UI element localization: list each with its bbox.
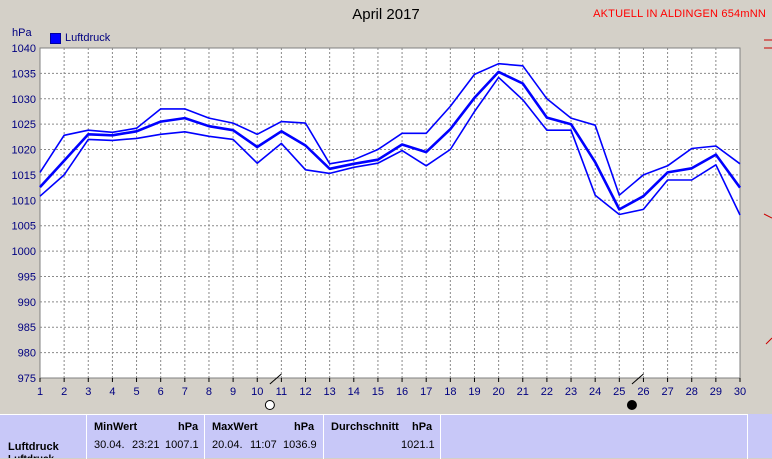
y-tick-label: 1010	[12, 195, 36, 207]
stats-label-cell: Luftdruck	[0, 414, 87, 459]
x-tick-label: 4	[109, 386, 115, 398]
y-axis-label: hPa	[12, 27, 32, 39]
min-unit: hPa	[178, 421, 199, 433]
max-header: MaxWert	[212, 421, 258, 433]
series-min-line	[39, 76, 741, 216]
y-tick-label: 995	[18, 271, 36, 283]
x-tick-label: 30	[734, 386, 746, 398]
x-tick-label: 17	[420, 386, 432, 398]
avg-unit: hPa	[412, 421, 433, 433]
legend-label: Luftdruck	[65, 32, 111, 44]
min-date: 30.04.	[94, 439, 125, 451]
new-moon-icon	[626, 400, 637, 410]
y-tick-label: 1000	[12, 246, 36, 258]
chart-title: April 2017	[352, 6, 420, 23]
station-label: AKTUELL IN ALDINGEN 654mNN	[593, 8, 766, 20]
y-tick-label: 1020	[12, 145, 36, 157]
x-tick-label: 27	[661, 386, 673, 398]
full-moon-icon	[264, 400, 275, 410]
marker-tick	[631, 373, 644, 385]
x-tick-label: 3	[85, 386, 91, 398]
y-tick-label: 1040	[12, 43, 36, 55]
y-tick-label: 1005	[12, 221, 36, 233]
max-date: 20.04.	[212, 439, 243, 451]
stats-min-cell: MinWert hPa 30.04. 23:21 1007.1	[87, 414, 205, 459]
x-tick-label: 25	[613, 386, 625, 398]
x-tick-label: 16	[396, 386, 408, 398]
stats-empty-cell	[441, 414, 748, 459]
marker-tick	[269, 373, 282, 385]
x-tick-label: 2	[61, 386, 67, 398]
y-tick-label: 985	[18, 322, 36, 334]
grid	[39, 48, 741, 382]
x-tick-label: 29	[710, 386, 722, 398]
x-tick-label: 6	[158, 386, 164, 398]
x-tick-label: 26	[637, 386, 649, 398]
stats-max-cell: MaxWert hPa 20.04. 11:07 1036.9	[205, 414, 324, 459]
max-time: 11:07	[250, 439, 277, 451]
series-mean-line	[39, 70, 742, 211]
stats-avg-cell: Durchschnitt hPa 1021.1	[324, 414, 441, 459]
x-tick-label: 10	[251, 386, 263, 398]
y-tick-label: 975	[18, 373, 36, 385]
y-tick-label: 1030	[12, 94, 36, 106]
x-tick-label: 28	[686, 386, 698, 398]
x-tick-label: 12	[299, 386, 311, 398]
series-max-line	[39, 62, 741, 196]
moon-markers	[264, 373, 644, 410]
avg-value: 1021.1	[401, 439, 435, 451]
stats-table: Luftdruck MinWert hPa 30.04. 23:21 1007.…	[0, 414, 772, 459]
x-tick-label: 9	[230, 386, 236, 398]
y-tick-label: 1015	[12, 170, 36, 182]
y-tick-label: 980	[18, 348, 36, 360]
x-tick-label: 23	[565, 386, 577, 398]
max-value: 1036.9	[283, 439, 317, 451]
x-tick-label: 15	[372, 386, 384, 398]
min-value: 1007.1	[165, 439, 199, 451]
y-tick-label: 1035	[12, 68, 36, 80]
x-tick-label: 5	[133, 386, 139, 398]
x-tick-label: 7	[182, 386, 188, 398]
x-tick-label: 13	[324, 386, 336, 398]
x-tick-label: 11	[276, 386, 287, 398]
y-tick-labels: 975 980 985 990 995 1000 1005 1010 1015 1020 1025 1…	[12, 43, 36, 385]
chart: 9759809859909951000100510101015102010251…	[12, 27, 772, 410]
x-tick-label: 18	[444, 386, 456, 398]
min-header: MinWert	[94, 421, 138, 433]
x-tick-label: 8	[206, 386, 212, 398]
x-tick-label: 21	[517, 386, 529, 398]
plot-background	[39, 47, 741, 379]
x-tick-labels: 1 2 3 4 5 6 7 8 9 10 11 12 13 14 15 16 17 18 19 20 21 22 23 24 2…	[37, 386, 746, 398]
x-tick-label: 24	[589, 386, 601, 398]
series-lines	[39, 62, 742, 216]
x-tick-label: 19	[468, 386, 480, 398]
right-edge-marks	[763, 39, 772, 345]
x-tick-label: 1	[37, 386, 43, 398]
max-unit: hPa	[294, 421, 315, 433]
legend: Luftdruck	[50, 32, 110, 44]
x-tick-label: 20	[492, 386, 504, 398]
legend-swatch	[50, 32, 61, 44]
x-tick-label: 14	[348, 386, 360, 398]
stats-row-label: Luftdruck	[8, 441, 59, 453]
min-time: 23:21	[132, 439, 160, 451]
avg-header: Durchschnitt	[331, 421, 399, 433]
y-tick-label: 990	[18, 297, 36, 309]
y-tick-label: 1025	[12, 119, 36, 131]
x-tick-label: 22	[541, 386, 553, 398]
stats-next-row-label: Luftdruck	[8, 454, 54, 458]
